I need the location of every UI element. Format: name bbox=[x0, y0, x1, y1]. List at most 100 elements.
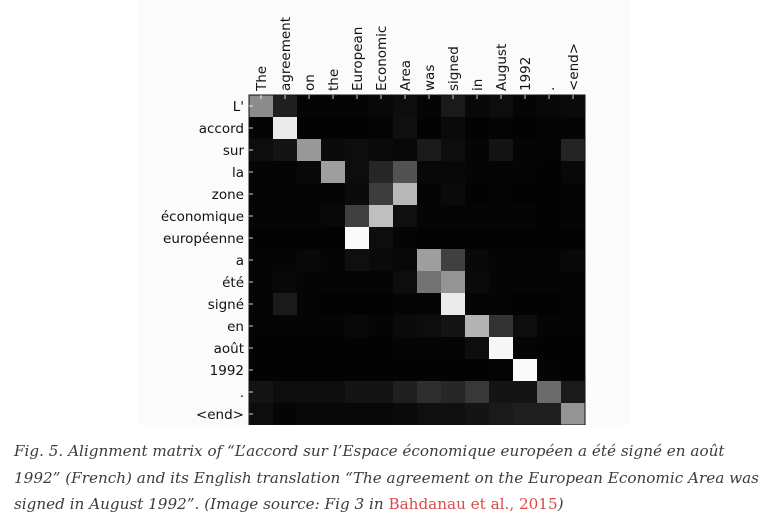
heatmap-cell bbox=[537, 293, 562, 316]
x-tick-label: Area bbox=[398, 60, 414, 91]
heatmap-cell bbox=[321, 293, 346, 316]
x-tick-label: August bbox=[494, 44, 510, 91]
heatmap-cell bbox=[249, 359, 274, 382]
source-link[interactable]: Bahdanau et al., 2015 bbox=[388, 495, 558, 513]
heatmap-cell bbox=[465, 271, 490, 294]
heatmap-cell bbox=[249, 205, 274, 228]
heatmap-cell bbox=[417, 271, 442, 294]
heatmap-cell bbox=[537, 95, 562, 118]
heatmap-cell bbox=[393, 95, 418, 118]
heatmap-cell bbox=[417, 139, 442, 162]
heatmap-cell bbox=[321, 227, 346, 250]
heatmap-cell bbox=[273, 139, 298, 162]
x-tick-label: 1992 bbox=[518, 57, 534, 91]
heatmap-cell bbox=[369, 205, 394, 228]
heatmap-cell bbox=[297, 359, 322, 382]
heatmap-cell bbox=[273, 315, 298, 338]
heatmap-cell bbox=[513, 359, 538, 382]
heatmap-cell bbox=[561, 139, 586, 162]
heatmap-cell bbox=[561, 227, 586, 250]
heatmap-cell bbox=[417, 117, 442, 140]
heatmap-cell bbox=[393, 315, 418, 338]
heatmap-cell bbox=[513, 381, 538, 404]
heatmap-cell bbox=[441, 337, 466, 360]
heatmap-cell bbox=[297, 139, 322, 162]
heatmap-cell bbox=[345, 381, 370, 404]
heatmap-cell bbox=[297, 183, 322, 206]
heatmap-cell bbox=[537, 205, 562, 228]
heatmap-cell bbox=[513, 227, 538, 250]
heatmap-cell bbox=[249, 315, 274, 338]
heatmap-cell bbox=[489, 249, 514, 272]
heatmap-cell bbox=[321, 359, 346, 382]
heatmap-cell bbox=[489, 227, 514, 250]
heatmap-cell bbox=[537, 117, 562, 140]
heatmap-cell bbox=[537, 271, 562, 294]
heatmap-cell bbox=[273, 381, 298, 404]
heatmap-cell bbox=[441, 403, 466, 425]
heatmap-cell bbox=[369, 139, 394, 162]
heatmap-cell bbox=[369, 315, 394, 338]
heatmap-cell bbox=[345, 227, 370, 250]
y-tick-label: la bbox=[232, 165, 244, 181]
y-tick-label: . bbox=[240, 385, 244, 401]
heatmap-cell bbox=[489, 293, 514, 316]
heatmap-cell bbox=[273, 337, 298, 360]
heatmap-cell bbox=[561, 271, 586, 294]
heatmap-cell bbox=[417, 205, 442, 228]
heatmap-cell bbox=[345, 117, 370, 140]
heatmap-cell bbox=[489, 381, 514, 404]
heatmap-cell bbox=[465, 249, 490, 272]
heatmap-cell bbox=[273, 271, 298, 294]
heatmap-cell bbox=[273, 205, 298, 228]
caption-suffix: ) bbox=[557, 495, 564, 513]
heatmap-cell bbox=[561, 95, 586, 118]
heatmap-cell bbox=[537, 337, 562, 360]
heatmap-cell bbox=[297, 117, 322, 140]
x-tick-label: the bbox=[326, 69, 342, 91]
heatmap-cell bbox=[513, 117, 538, 140]
heatmap-cell bbox=[393, 161, 418, 184]
heatmap-cell bbox=[297, 227, 322, 250]
heatmap-cell bbox=[345, 161, 370, 184]
heatmap-cell bbox=[489, 161, 514, 184]
alignment-figure: The agreement on the European Economic Area was… bbox=[160, 16, 586, 425]
heatmap-cell bbox=[345, 271, 370, 294]
x-tick-label: . bbox=[542, 87, 558, 91]
x-tick-label: <end> bbox=[566, 43, 582, 91]
heatmap-cell bbox=[321, 337, 346, 360]
heatmap-cell bbox=[441, 359, 466, 382]
heatmap-cell bbox=[369, 381, 394, 404]
heatmap-cell bbox=[369, 293, 394, 316]
heatmap-cell bbox=[513, 403, 538, 425]
heatmap-cell bbox=[393, 271, 418, 294]
heatmap-cell bbox=[321, 271, 346, 294]
heatmap-cell bbox=[393, 381, 418, 404]
y-tick-label: <end> bbox=[196, 407, 244, 423]
heatmap-cell bbox=[345, 403, 370, 425]
heatmap-cell bbox=[321, 161, 346, 184]
heatmap-cell bbox=[537, 403, 562, 425]
heatmap-cell bbox=[465, 95, 490, 118]
heatmap-cell bbox=[297, 315, 322, 338]
heatmap-cell bbox=[345, 205, 370, 228]
heatmap-cell bbox=[369, 249, 394, 272]
heatmap-cell bbox=[537, 139, 562, 162]
heatmap-cell bbox=[417, 315, 442, 338]
heatmap-cell bbox=[297, 249, 322, 272]
heatmap-cell bbox=[249, 293, 274, 316]
heatmap-cell bbox=[297, 293, 322, 316]
heatmap-cell bbox=[345, 139, 370, 162]
heatmap-cell bbox=[393, 337, 418, 360]
heatmap-cell bbox=[489, 271, 514, 294]
heatmap-cell bbox=[537, 227, 562, 250]
heatmap-cell bbox=[273, 359, 298, 382]
heatmap-cell bbox=[345, 95, 370, 118]
heatmap-cell bbox=[489, 95, 514, 118]
heatmap-cell bbox=[513, 271, 538, 294]
heatmap-cell bbox=[369, 161, 394, 184]
heatmap-cell bbox=[345, 337, 370, 360]
heatmap-cell bbox=[537, 381, 562, 404]
heatmap-cell bbox=[561, 403, 586, 425]
heatmap-cell bbox=[489, 337, 514, 360]
